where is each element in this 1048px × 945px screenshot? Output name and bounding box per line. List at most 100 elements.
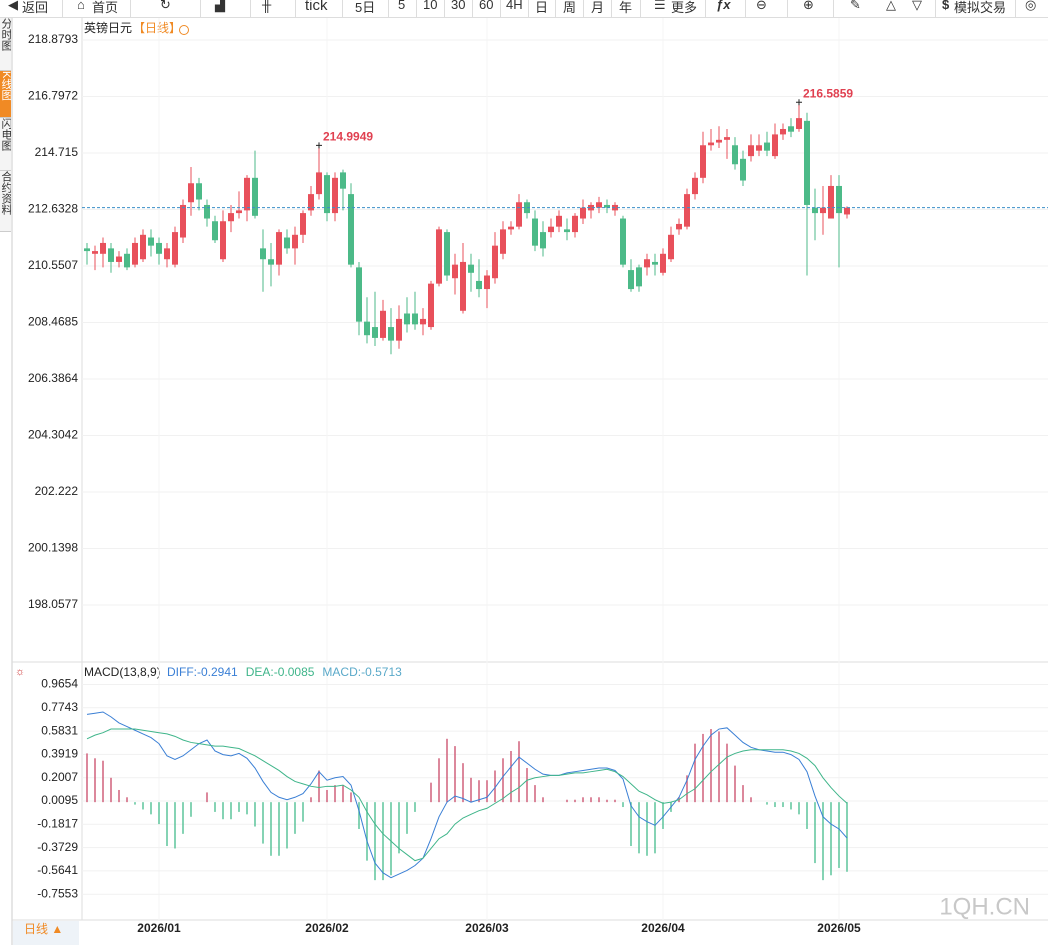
add-icon[interactable] — [179, 25, 189, 35]
y-tick-label: 212.6328 — [28, 202, 78, 216]
candle-body — [484, 275, 490, 290]
separator — [62, 0, 63, 17]
candle-body — [524, 202, 530, 214]
period[interactable]: 4H — [506, 0, 523, 12]
candle-body — [148, 237, 154, 246]
candle-body — [212, 221, 218, 241]
separator — [611, 0, 612, 17]
candle-body — [724, 137, 730, 140]
candle-body — [820, 207, 826, 214]
separator — [705, 0, 706, 17]
y-tick-label: 208.4685 — [28, 315, 78, 329]
period-tab-bg[interactable] — [13, 921, 79, 945]
more[interactable]: 更多 — [671, 0, 698, 15]
refresh-icon[interactable]: ↻ — [160, 0, 171, 12]
candle-icon[interactable]: ╫ — [262, 0, 272, 12]
period[interactable]: 年 — [619, 0, 633, 15]
period[interactable]: 日 — [535, 0, 549, 15]
candle-body — [436, 229, 442, 284]
candle-body — [492, 245, 498, 279]
candle-body — [532, 218, 538, 246]
candle-body — [596, 202, 602, 208]
triangle-up-icon[interactable]: △ — [886, 0, 896, 12]
candle-body — [780, 128, 786, 135]
period[interactable]: 60 — [479, 0, 494, 12]
candle-body — [644, 259, 650, 268]
candle-body — [764, 142, 770, 151]
candle-body — [756, 145, 762, 151]
sidebar-tab[interactable]: 合约资料 — [0, 171, 11, 232]
separator — [130, 0, 131, 17]
toolbar: ◀ 返回 ⌂ 首页 ↻ ▟ ╫ tick 5日 5 10 30 60 4H 日 … — [0, 0, 1048, 18]
candle-body — [636, 267, 642, 287]
back[interactable]: 返回 — [22, 0, 49, 15]
candle-body — [340, 172, 346, 189]
zoom-in-icon[interactable]: ⊕ — [803, 0, 814, 12]
candle-body — [508, 226, 514, 230]
sidebar-tab-active[interactable]: K线图 — [0, 71, 11, 118]
y-tick-label: 216.7972 — [28, 89, 78, 103]
separator — [444, 0, 445, 17]
zoom-out-icon[interactable]: ⊖ — [756, 0, 767, 12]
home[interactable]: 首页 — [92, 0, 119, 15]
sidebar-tab[interactable]: 闪电图 — [0, 118, 11, 171]
period[interactable]: 5 — [398, 0, 406, 12]
candle-body — [116, 256, 122, 262]
y-tick-label: 0.7743 — [41, 700, 78, 714]
separator — [528, 0, 529, 17]
separator — [833, 0, 834, 17]
legend-entry: DIFF:-0.2941 — [167, 665, 238, 679]
candle-body — [452, 264, 458, 279]
candle-body — [108, 248, 114, 262]
candle-body — [364, 321, 370, 336]
candle-body — [500, 229, 506, 254]
y-tick-label: 218.8793 — [28, 32, 78, 46]
period[interactable]: 周 — [563, 0, 577, 15]
separator — [342, 0, 343, 17]
candle-body — [540, 232, 546, 249]
period[interactable]: 5日 — [355, 0, 376, 15]
candle-body — [572, 215, 578, 233]
dollar-icon[interactable]: $ — [942, 0, 950, 12]
globe-icon[interactable]: ◎ — [1025, 0, 1037, 12]
chart-title: 英镑日元 — [84, 20, 132, 35]
tick[interactable]: tick — [305, 0, 328, 14]
separator — [935, 0, 936, 17]
y-tick-label: 0.3919 — [41, 747, 78, 761]
settings-icon[interactable]: ☼ — [15, 666, 25, 678]
candle-body — [468, 264, 474, 273]
y-tick-label: 202.222 — [35, 484, 79, 498]
triangle-down-icon[interactable]: ▽ — [912, 0, 922, 12]
candle-body — [324, 175, 330, 214]
candle-body — [692, 177, 698, 195]
candle-body — [156, 242, 162, 254]
candle-body — [140, 234, 146, 260]
candle-body — [92, 251, 98, 254]
candle-body — [620, 218, 626, 265]
sim-trade[interactable]: 模拟交易 — [954, 0, 1007, 15]
separator — [416, 0, 417, 17]
fx-icon[interactable]: ƒx — [716, 0, 731, 12]
period-tab[interactable]: 日线 ▲ — [24, 922, 63, 936]
high-annotation: 216.5859 — [803, 86, 853, 100]
bar-chart-icon[interactable]: ▟ — [215, 0, 225, 12]
sidebar-tab[interactable]: 分时图 — [0, 18, 11, 71]
candle-body — [588, 204, 594, 211]
x-tick-label: 2026/02 — [305, 921, 349, 935]
x-tick-label: 2026/05 — [817, 921, 861, 935]
candle-body — [412, 313, 418, 325]
y-tick-label: 0.2007 — [41, 770, 78, 784]
candle-body — [308, 194, 314, 211]
period[interactable]: 月 — [591, 0, 605, 15]
candle-body — [292, 234, 298, 249]
candle-body — [132, 242, 138, 265]
draw-icon[interactable]: ✎ — [850, 0, 861, 12]
period[interactable]: 30 — [451, 0, 466, 12]
candle-body — [332, 177, 338, 214]
candle-body — [740, 158, 746, 181]
home-icon[interactable]: ⌂ — [77, 0, 85, 12]
candle-body — [372, 327, 378, 338]
more-icon[interactable]: ☰ — [654, 0, 666, 12]
period[interactable]: 10 — [423, 0, 438, 12]
back-icon[interactable]: ◀ — [8, 0, 18, 12]
